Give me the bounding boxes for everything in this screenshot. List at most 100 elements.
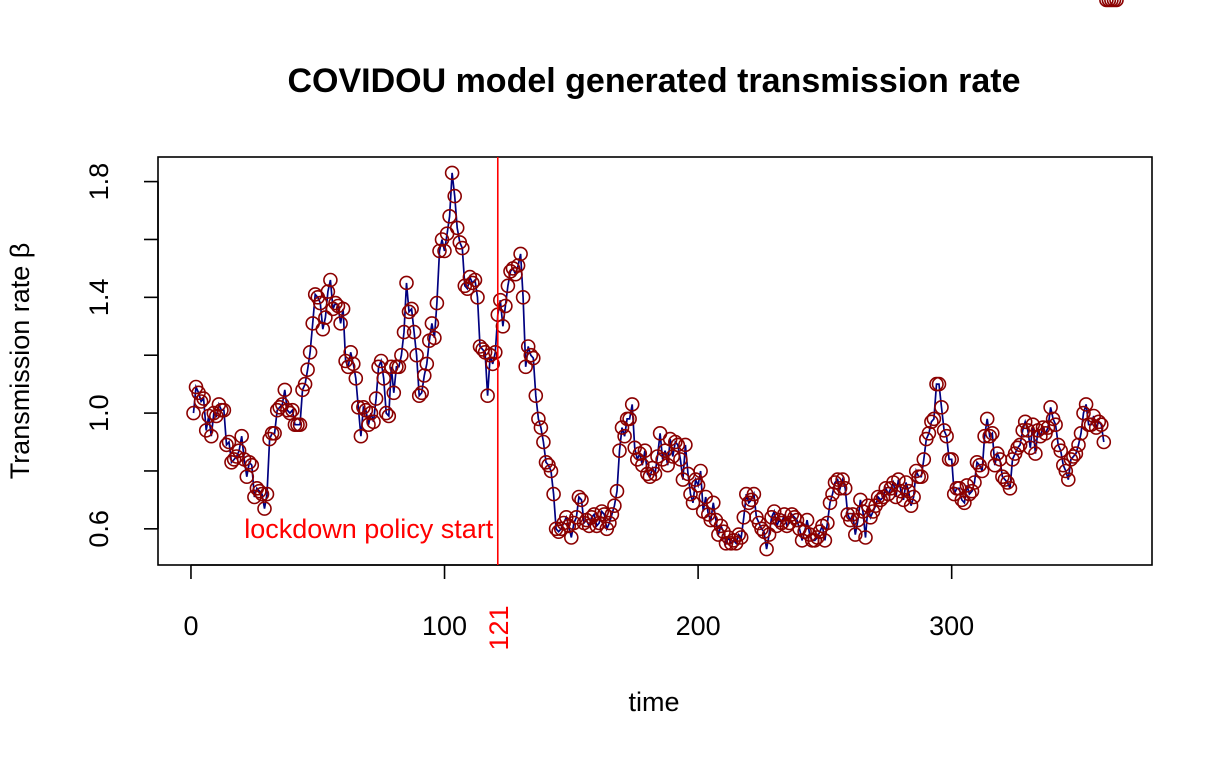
data-point (964, 483, 980, 499)
y-axis: 0.6 1.0 1.4 1.8 (84, 163, 159, 548)
data-point (673, 452, 688, 467)
data-point (776, 507, 792, 522)
data-point (368, 391, 384, 406)
data-point (670, 437, 686, 453)
data-point (216, 402, 232, 418)
data-point (807, 533, 823, 548)
data-point (411, 388, 427, 404)
data-point (602, 515, 617, 531)
data-point (731, 527, 747, 542)
data-point (1053, 443, 1068, 459)
data-point (277, 382, 293, 398)
data-point (432, 243, 447, 259)
data-point (693, 463, 708, 479)
data-point (870, 489, 886, 505)
lockdown-annotation: lockdown policy start (244, 514, 494, 544)
data-point (607, 498, 622, 514)
data-point (221, 434, 237, 450)
data-point (614, 420, 630, 435)
data-point (594, 504, 610, 519)
x-tick-label: 0 (183, 611, 198, 641)
data-point (515, 289, 531, 305)
data-point (312, 295, 328, 311)
data-point (761, 527, 777, 542)
data-point (523, 347, 539, 363)
data-point (480, 388, 495, 404)
data-point (487, 344, 503, 360)
data-point (206, 405, 222, 421)
x-axis: 0 100 200 300 (183, 564, 974, 641)
data-point (977, 428, 992, 444)
data-point (974, 463, 990, 479)
data-point (533, 420, 549, 435)
data-point (257, 501, 272, 516)
data-point (333, 316, 348, 331)
data-point (409, 347, 424, 363)
y-axis-label: Transmission rate β (5, 243, 35, 480)
data-point (934, 399, 949, 415)
data-point (508, 266, 523, 282)
data-point (906, 489, 921, 505)
data-point (789, 512, 805, 528)
data-point (381, 408, 397, 424)
data-point (259, 486, 275, 502)
data-point (1091, 414, 1107, 430)
data-point (345, 356, 361, 372)
data-point (427, 330, 442, 346)
data-point (444, 165, 460, 181)
data-point (847, 527, 863, 542)
data-point (1071, 437, 1086, 453)
data-point (242, 454, 257, 470)
data-point (525, 350, 541, 366)
data-point (799, 512, 815, 528)
data-point (835, 472, 850, 487)
data-point (528, 388, 544, 404)
data-point (302, 344, 318, 360)
data-point (817, 533, 833, 548)
data-point (622, 411, 637, 427)
plot-frame (157, 156, 1153, 566)
data-point (254, 486, 270, 502)
data-point (1073, 425, 1089, 441)
data-point (741, 495, 757, 511)
data-point (746, 486, 762, 502)
data-point (574, 492, 589, 508)
x-tick-label: 200 (676, 611, 721, 641)
data-point (563, 530, 579, 545)
data-point (500, 278, 516, 294)
data-point (967, 475, 982, 490)
data-point (470, 289, 485, 305)
data-point (196, 391, 211, 406)
data-point (498, 298, 513, 314)
data-point (404, 301, 419, 317)
data-point (350, 399, 366, 415)
data-point (678, 437, 693, 453)
data-point (424, 316, 440, 331)
data-point (683, 486, 698, 502)
data-point (921, 425, 937, 441)
data-point (396, 324, 412, 340)
data-point (531, 411, 546, 427)
data-point (292, 417, 308, 433)
data-point (513, 246, 528, 262)
data-point (467, 272, 483, 288)
data-point (323, 272, 338, 288)
points-layer (186, 0, 1124, 557)
data-point (429, 295, 445, 311)
data-point (830, 472, 845, 487)
data-point (617, 428, 632, 444)
data-point (318, 310, 333, 325)
data-point (543, 463, 559, 479)
lockdown-vline-label: 121 (484, 605, 514, 650)
data-point (1096, 434, 1112, 450)
data-point (1068, 446, 1084, 461)
data-point (1078, 397, 1094, 412)
data-point (1017, 414, 1033, 430)
data-point (419, 356, 435, 372)
data-point (244, 457, 260, 473)
data-point (399, 275, 414, 291)
data-point (1048, 417, 1063, 433)
data-point (604, 507, 620, 522)
data-point (366, 414, 381, 430)
